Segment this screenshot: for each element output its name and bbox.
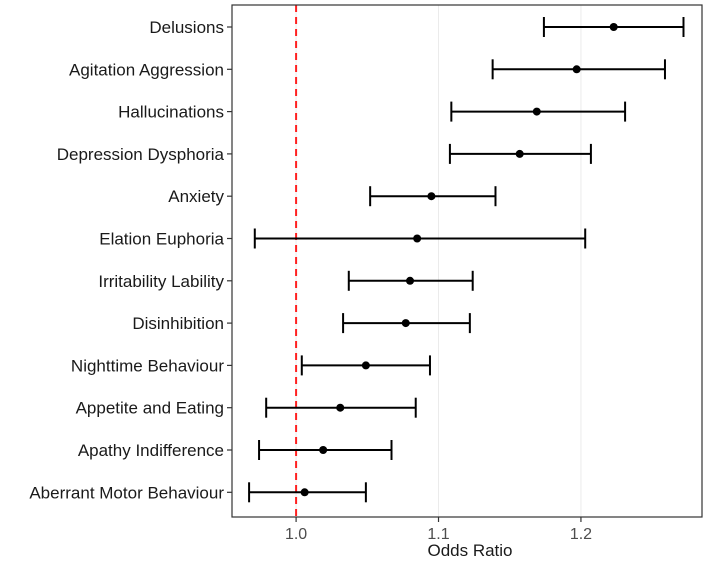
y-tick-label: Hallucinations [118,103,224,122]
marks-layer [248,5,685,517]
x-tick-label: 1.1 [427,526,449,543]
estimate-point [609,23,618,31]
ci-row-10 [258,440,393,460]
estimate-point [427,192,436,201]
estimate-point [515,149,524,158]
y-tick-label: Nighttime Behaviour [71,356,224,375]
y-tick-label: Elation Euphoria [99,230,224,249]
ci-row-7 [342,313,471,334]
ci-row-5 [253,228,587,249]
y-tick-label: Delusions [149,18,224,37]
y-tick-label: Agitation Aggression [69,60,224,79]
ci-row-11 [248,482,367,503]
estimate-point [361,361,370,370]
y-tick-label: Depression Dysphoria [57,145,225,164]
ci-row-1 [491,59,666,80]
x-tick-label: 1.0 [285,526,307,543]
ci-row-3 [448,143,592,164]
ci-row-2 [450,101,627,122]
axis-layer [227,4,703,522]
estimate-point [401,319,410,328]
estimate-point [319,446,328,454]
x-axis-title: Odds Ratio [427,541,512,560]
x-tick-label: 1.2 [570,526,592,543]
ci-row-9 [265,397,417,418]
ci-row-0 [542,17,685,37]
ci-row-4 [369,186,497,207]
estimate-point [413,234,422,243]
ci-row-6 [347,270,474,291]
estimate-point [406,276,415,285]
plot-panel-border [231,4,703,518]
y-tick-label: Aberrant Motor Behaviour [29,483,224,502]
y-tick-label: Appetite and Eating [76,399,224,418]
estimate-point [300,488,309,497]
y-tick-label: Disinhibition [132,314,224,333]
estimate-point [532,107,541,116]
grid-layer [295,5,582,517]
estimate-point [572,65,581,74]
label-layer: Delusions Agitation Aggression Hallucinati… [29,18,592,543]
y-tick-label: Irritability Lability [98,272,224,291]
ci-row-8 [300,355,431,376]
y-tick-label: Anxiety [168,187,224,206]
y-tick-label: Apathy Indifference [78,441,224,460]
estimate-point [336,403,345,412]
